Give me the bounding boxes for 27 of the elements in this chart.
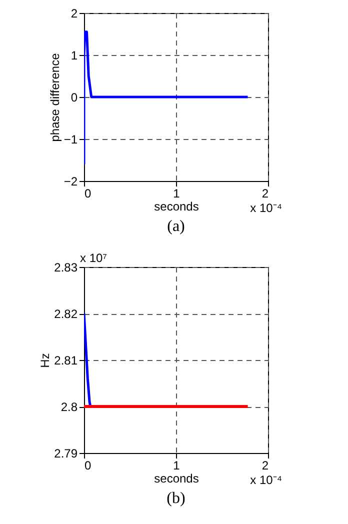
y-tick-label: 2.79 bbox=[54, 446, 78, 460]
y-tick-label: 2 bbox=[70, 6, 78, 20]
y-tick-label: 2.8 bbox=[60, 400, 78, 414]
y-tick-label: −1 bbox=[64, 132, 78, 146]
x-tick-label: 0 bbox=[84, 186, 92, 200]
x-tick-label: 2 bbox=[262, 186, 269, 200]
line-series bbox=[84, 30, 250, 166]
x-tick-label: 0 bbox=[84, 458, 92, 472]
x-tick-label: 1 bbox=[173, 186, 180, 200]
y-axis-title: phase difference bbox=[48, 52, 62, 142]
text: x 10⁻⁴ bbox=[250, 201, 282, 215]
text: x 10⁻⁴ bbox=[250, 473, 282, 487]
y-tick-label: 2.83 bbox=[54, 260, 78, 274]
x-tick-label: 2 bbox=[262, 458, 269, 472]
x-axis-title: seconds bbox=[154, 472, 199, 486]
text: x 10⁷ bbox=[80, 251, 108, 265]
y-tick-label: 2.82 bbox=[54, 307, 78, 321]
y-tick-label: 1 bbox=[70, 48, 78, 62]
text: (a) bbox=[167, 218, 185, 235]
y-tick-label: −2 bbox=[64, 174, 78, 188]
line-series bbox=[84, 312, 92, 408]
x-axis-title: seconds bbox=[154, 200, 199, 214]
y-tick-label: 2.81 bbox=[54, 354, 78, 368]
y-axis-title: Hz bbox=[38, 353, 52, 368]
text: (b) bbox=[166, 490, 186, 507]
x-tick-label: 1 bbox=[173, 458, 180, 472]
y-tick-label: 0 bbox=[70, 90, 78, 104]
